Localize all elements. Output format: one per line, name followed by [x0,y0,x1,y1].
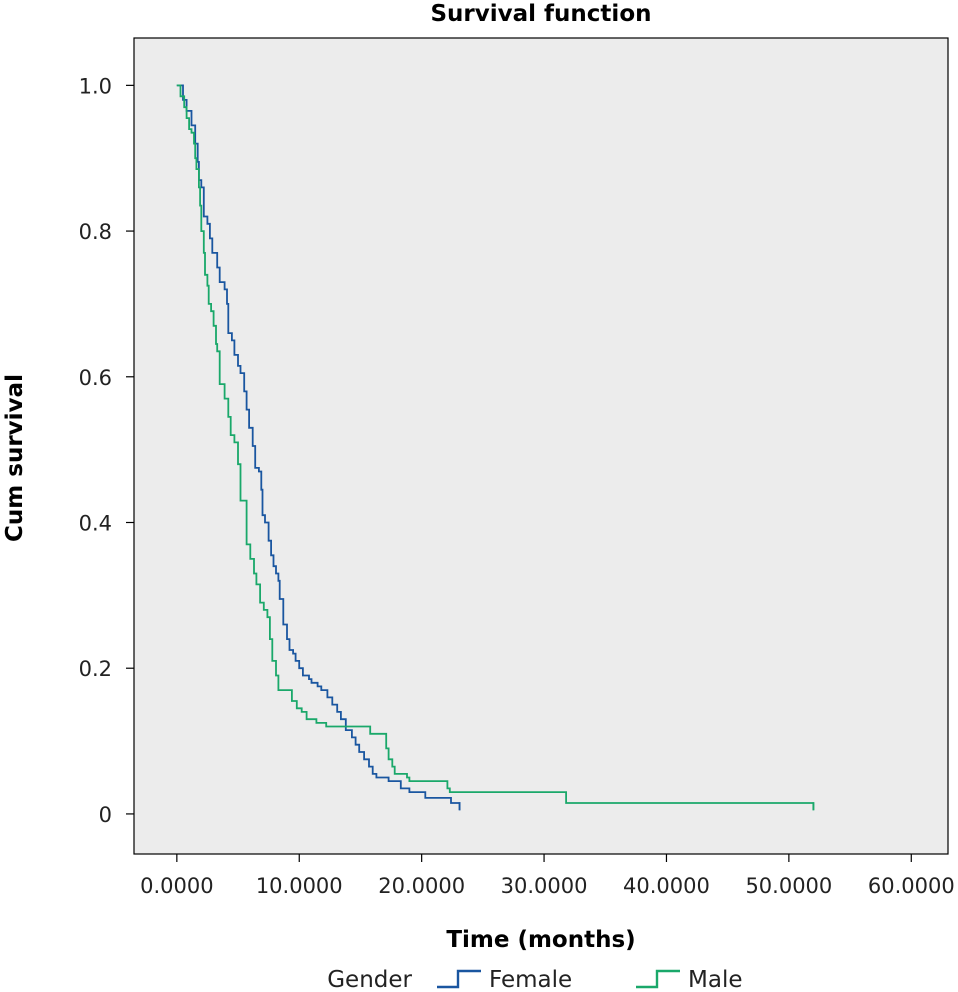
series-line-female [176,84,461,811]
y-tick-label: 0.6 [79,366,112,390]
y-tick-label: 1.0 [79,74,112,98]
x-tick-label: 20.0000 [378,874,465,898]
y-tick-label: 0.4 [79,512,112,536]
y-tick-label: 0 [99,803,112,827]
x-tick-label: 30.0000 [501,874,588,898]
series-line-male [176,84,815,811]
y-tick-label: 0.2 [79,657,112,681]
series-layer [176,84,815,811]
y-tick-label: 0.8 [79,220,112,244]
legend-swatch-female [437,969,481,989]
x-tick-label: 60.0000 [868,874,955,898]
x-axis: 0.0000 10.0000 20.0000 30.0000 40.0000 50.000… [140,854,955,898]
legend-label-female: Female [489,967,572,992]
legend-title: Gender [327,967,412,992]
x-tick-label: 0.0000 [140,874,213,898]
x-axis-label: Time (months) [446,927,635,953]
y-axis: 0 0.2 0.4 0.6 0.8 1.0 [79,74,134,827]
legend-swatch-male [636,969,680,989]
plot-area [133,37,949,855]
x-tick-label: 50.0000 [745,874,832,898]
legend-label-male: Male [688,967,742,992]
y-axis-label: Cum survival [2,374,28,542]
x-tick-label: 10.0000 [256,874,343,898]
chart-title: Survival function [430,1,651,27]
legend: Gender Female Male [327,967,742,992]
x-tick-label: 40.0000 [623,874,710,898]
